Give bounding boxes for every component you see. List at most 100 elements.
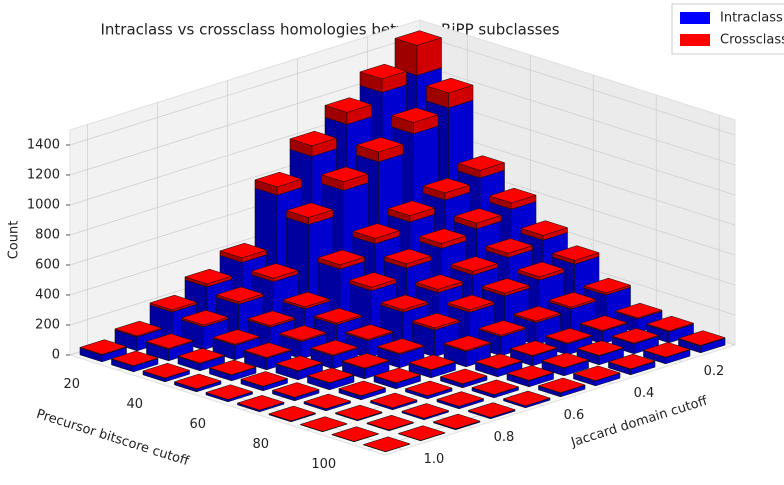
- bar-face: [289, 130, 338, 147]
- bar: [275, 355, 324, 372]
- bar-face: [481, 278, 530, 294]
- bar-face: [373, 367, 422, 383]
- bar: [268, 405, 317, 422]
- bar-face: [404, 380, 453, 396]
- bar: [513, 306, 562, 323]
- bar: [373, 367, 422, 384]
- bar-face: [474, 353, 523, 369]
- bar: [355, 137, 404, 163]
- bar-face: [149, 294, 198, 311]
- bar-face: [145, 333, 194, 349]
- legend-label: Crossclass: [720, 33, 784, 48]
- bar-face: [677, 330, 726, 346]
- bar: [149, 294, 198, 313]
- bar: [383, 248, 432, 269]
- bar: [411, 312, 460, 331]
- bar-face: [184, 268, 233, 285]
- bar: [79, 339, 128, 356]
- bar-face: [509, 340, 558, 356]
- bar-face: [642, 342, 691, 358]
- bar-face: [250, 263, 299, 279]
- bar: [250, 263, 299, 282]
- bar: [142, 362, 191, 379]
- y-axis-label: Jaccard domain cutoff: [568, 393, 710, 450]
- bar-face: [397, 425, 446, 441]
- bar: [271, 382, 320, 398]
- bar-face: [114, 320, 163, 337]
- bar-face: [352, 223, 401, 239]
- bar: [369, 392, 418, 409]
- bar-face: [219, 242, 268, 259]
- bar: [614, 302, 663, 320]
- bar-face: [425, 77, 474, 94]
- bar-face: [313, 307, 362, 324]
- bar-face: [180, 309, 229, 326]
- legend-swatch: [680, 34, 710, 46]
- bar-face: [418, 228, 467, 244]
- bar-face: [390, 107, 439, 123]
- bar-face: [544, 328, 593, 344]
- y-tick-label: 0.8: [494, 430, 515, 445]
- bar-face: [215, 286, 264, 302]
- bar: [446, 294, 495, 313]
- x-tick-label: 100: [311, 457, 336, 472]
- bar-face: [457, 155, 506, 171]
- y-tick-label: 1.0: [424, 452, 445, 467]
- bar-face: [408, 354, 457, 370]
- bar: [443, 335, 492, 352]
- bar-face: [471, 379, 520, 395]
- bar-face: [436, 391, 485, 407]
- bar-face: [443, 335, 492, 351]
- bar: [320, 166, 369, 191]
- bar: [219, 242, 268, 263]
- bar: [576, 340, 625, 357]
- bar: [453, 208, 502, 230]
- z-tick-label: 800: [35, 228, 60, 243]
- bar: [425, 77, 474, 109]
- x-tick-label: 40: [126, 397, 143, 412]
- bar-face: [439, 368, 488, 384]
- x-tick-label: 20: [63, 377, 80, 392]
- bar-face: [380, 294, 429, 310]
- bar: [502, 390, 551, 407]
- z-tick-label: 1400: [27, 138, 60, 153]
- bar: [439, 368, 488, 385]
- bar: [285, 202, 334, 225]
- bar: [282, 291, 331, 310]
- bar-face: [520, 220, 569, 236]
- bar: [481, 278, 530, 297]
- bar-face: [275, 355, 324, 371]
- bar-face: [576, 340, 625, 356]
- bar: [208, 359, 257, 376]
- bar: [205, 384, 254, 400]
- z-tick-label: 400: [35, 288, 60, 303]
- bar: [303, 393, 352, 410]
- y-tick-label: 0.4: [634, 386, 655, 401]
- bar-face: [467, 402, 516, 418]
- bar: [345, 324, 394, 341]
- bar: [362, 436, 411, 453]
- bar-face: [310, 339, 359, 356]
- bar-face: [142, 362, 191, 379]
- bar-face: [359, 63, 408, 80]
- bar: [485, 238, 534, 258]
- y-tick-label: 0.6: [564, 408, 585, 423]
- bar: [387, 200, 436, 223]
- bar: [471, 379, 520, 396]
- x-axis-label: Precursor bitscore cutoff: [34, 407, 191, 470]
- bar: [278, 325, 327, 342]
- bar: [331, 426, 380, 442]
- bar-face: [453, 208, 502, 224]
- bar: [467, 402, 516, 418]
- bar-face: [513, 306, 562, 322]
- bar-face: [345, 324, 394, 340]
- bar: [397, 425, 446, 441]
- bar: [145, 333, 194, 350]
- bar-face: [240, 371, 289, 387]
- bar-face: [355, 137, 404, 153]
- bar: [299, 416, 348, 432]
- y-tick-label: 0.2: [704, 364, 725, 379]
- bar: [520, 220, 569, 241]
- bar-face: [551, 245, 600, 261]
